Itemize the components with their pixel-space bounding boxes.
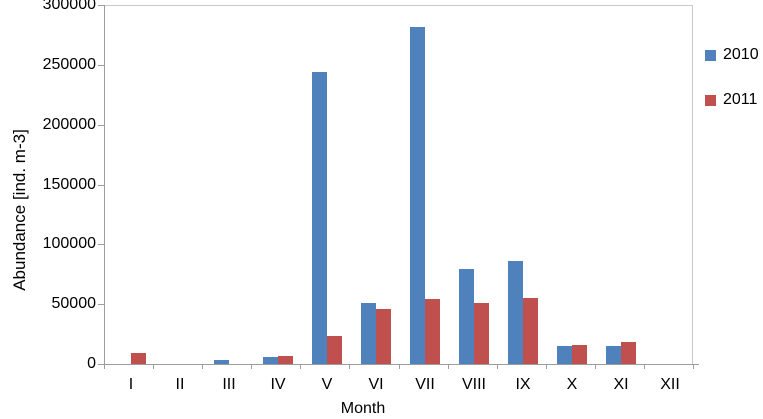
x-tick-mark xyxy=(300,365,301,369)
x-tick-mark xyxy=(497,365,498,369)
x-tick-mark xyxy=(546,365,547,369)
y-tick-mark xyxy=(98,185,104,186)
x-tick-label-III: III xyxy=(222,376,236,393)
x-tick-label-V: V xyxy=(321,376,333,393)
x-tick-mark xyxy=(349,365,350,369)
y-tick-mark xyxy=(98,65,104,66)
y-axis-line xyxy=(104,5,105,365)
y-tick-mark xyxy=(98,125,104,126)
bar-2011-VI xyxy=(376,309,391,364)
x-tick-mark xyxy=(251,365,252,369)
legend-swatch-2011 xyxy=(705,94,716,106)
x-tick-label-IX: IX xyxy=(515,376,531,393)
x-tick-mark xyxy=(595,365,596,369)
x-tick-mark xyxy=(693,365,694,369)
x-tick-mark xyxy=(644,365,645,369)
x-tick-mark xyxy=(399,365,400,369)
bar-2011-V xyxy=(327,336,342,364)
bar-2010-VIII xyxy=(459,269,474,364)
x-tick-mark xyxy=(448,365,449,369)
legend-swatch-2010 xyxy=(705,49,716,61)
x-tick-label-VII: VII xyxy=(415,376,435,393)
bar-2011-IV xyxy=(278,356,293,364)
y-axis-title: Abundance [ind. m-3] xyxy=(10,129,29,291)
bar-2011-I xyxy=(131,353,146,364)
x-axis-line xyxy=(104,364,699,365)
y-tick-label: 50000 xyxy=(51,295,97,312)
x-tick-label-XI: XI xyxy=(613,376,629,393)
x-tick-mark xyxy=(104,365,105,369)
legend-item-2011: 2011 xyxy=(705,91,757,109)
y-tick-mark xyxy=(98,5,104,6)
y-tick-mark xyxy=(98,304,104,305)
bar-2010-IX xyxy=(508,261,523,364)
y-tick-label: 250000 xyxy=(42,56,96,73)
bar-2010-III xyxy=(214,360,229,364)
y-tick-mark xyxy=(98,244,104,245)
x-tick-label-VIII: VIII xyxy=(461,376,486,393)
x-tick-mark xyxy=(153,365,154,369)
bar-2010-X xyxy=(557,346,572,364)
x-axis-title: Month xyxy=(340,400,386,417)
legend-item-2010: 2010 xyxy=(705,46,759,64)
bar-2010-V xyxy=(312,72,327,364)
bar-2011-VII xyxy=(425,299,440,364)
y-tick-label: 0 xyxy=(87,355,96,372)
bar-2010-VI xyxy=(361,303,376,364)
x-tick-label-II: II xyxy=(175,376,185,393)
y-tick-label: 150000 xyxy=(42,176,96,193)
x-tick-mark xyxy=(202,365,203,369)
bar-2011-XI xyxy=(621,342,636,364)
y-tick-label: 100000 xyxy=(42,235,96,252)
y-tick-label: 200000 xyxy=(42,116,96,133)
bar-2010-IV xyxy=(263,357,278,364)
x-tick-label-X: X xyxy=(566,376,578,393)
x-tick-label-VI: VI xyxy=(368,376,384,393)
x-tick-label-I: I xyxy=(128,376,134,393)
x-tick-label-IV: IV xyxy=(270,376,286,393)
bar-2010-XI xyxy=(606,346,621,364)
x-tick-label-XII: XII xyxy=(660,376,680,393)
bar-2010-VII xyxy=(410,27,425,364)
plot-area xyxy=(104,5,693,364)
bar-2011-X xyxy=(572,345,587,364)
bar-2011-VIII xyxy=(474,303,489,364)
y-tick-mark xyxy=(98,364,104,365)
y-tick-label: 300000 xyxy=(42,0,96,13)
legend-label-2011: 2011 xyxy=(723,91,758,108)
bar-2011-IX xyxy=(523,298,538,364)
legend-label-2010: 2010 xyxy=(723,46,759,63)
